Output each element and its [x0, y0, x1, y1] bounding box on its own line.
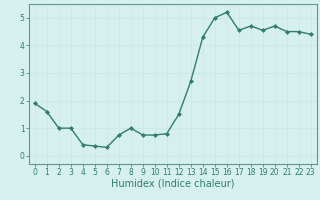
- X-axis label: Humidex (Indice chaleur): Humidex (Indice chaleur): [111, 179, 235, 189]
